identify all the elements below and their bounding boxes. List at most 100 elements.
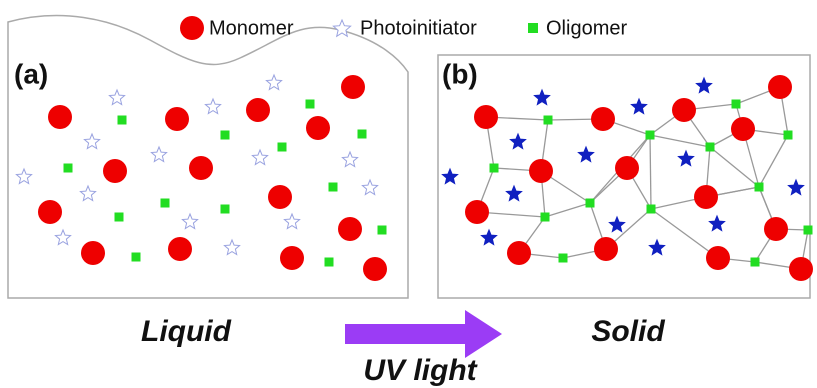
bond — [710, 147, 759, 187]
monomer — [306, 116, 330, 140]
panel-label: (a) — [14, 58, 48, 89]
arrow-label: UV light — [363, 354, 478, 387]
monomer — [706, 246, 730, 270]
photoinitiator — [362, 180, 377, 195]
monomer — [341, 75, 365, 99]
photoinitiator — [442, 169, 457, 184]
monomer — [768, 75, 792, 99]
monomer — [189, 156, 213, 180]
bond — [759, 135, 788, 187]
panel-label: (b) — [442, 58, 478, 89]
photoinitiator — [534, 90, 549, 105]
oligomer — [732, 100, 741, 109]
photoinitiator — [84, 134, 99, 149]
oligomer — [221, 131, 230, 140]
monomer — [246, 98, 270, 122]
oligomer — [706, 143, 715, 152]
oligomer — [358, 130, 367, 139]
state-label: Liquid — [141, 315, 232, 348]
photoinitiator — [342, 152, 357, 167]
photoinitiator — [631, 99, 646, 114]
oligomer — [544, 116, 553, 125]
oligomer — [325, 258, 334, 267]
legend-photoinitiator — [333, 20, 350, 36]
oligomer — [378, 226, 387, 235]
monomer — [694, 185, 718, 209]
oligomer — [541, 213, 550, 222]
monomer — [594, 237, 618, 261]
oligomer — [751, 258, 760, 267]
photoinitiator — [80, 186, 95, 201]
photoinitiator — [151, 147, 166, 162]
monomer — [38, 200, 62, 224]
photoinitiator — [609, 217, 624, 232]
oligomer — [221, 205, 230, 214]
oligomer — [586, 199, 595, 208]
photoinitiator — [205, 99, 220, 114]
monomer — [268, 185, 292, 209]
oligomer — [755, 183, 764, 192]
oligomer — [804, 226, 813, 235]
monomer — [529, 159, 553, 183]
monomer — [48, 105, 72, 129]
photoinitiator — [788, 180, 803, 195]
legend-label: Oligomer — [546, 17, 627, 39]
monomer — [168, 237, 192, 261]
photoinitiator — [284, 214, 299, 229]
photoinitiator — [224, 240, 239, 255]
uv-arrow — [345, 310, 502, 358]
monomer — [165, 107, 189, 131]
diagram: Monomer Photoinitiator Oligomer (a) (b) … — [0, 0, 817, 388]
monomer — [280, 246, 304, 270]
photoinitiator — [649, 240, 664, 255]
monomer — [591, 107, 615, 131]
oligomer — [647, 205, 656, 214]
bond — [650, 135, 710, 147]
photoinitiator — [182, 214, 197, 229]
monomer — [615, 156, 639, 180]
photoinitiator — [709, 216, 724, 231]
legend-label: Monomer — [209, 17, 294, 39]
photoinitiator — [506, 186, 521, 201]
photoinitiator — [16, 169, 31, 184]
bond — [545, 203, 590, 217]
oligomer — [161, 199, 170, 208]
photoinitiator — [578, 147, 593, 162]
monomer — [338, 217, 362, 241]
oligomer — [64, 164, 73, 173]
particles — [16, 75, 813, 281]
photoinitiator — [109, 90, 124, 105]
monomer — [764, 217, 788, 241]
legend-label: Photoinitiator — [360, 17, 477, 39]
photoinitiator — [678, 151, 693, 166]
monomer — [103, 159, 127, 183]
photoinitiator — [481, 230, 496, 245]
photoinitiator — [696, 78, 711, 93]
legend-monomer — [180, 16, 204, 40]
oligomer — [490, 164, 499, 173]
photoinitiator — [510, 134, 525, 149]
monomer — [507, 241, 531, 265]
network — [477, 87, 808, 269]
oligomer — [132, 253, 141, 262]
bond — [650, 135, 651, 209]
monomer — [672, 98, 696, 122]
legend-oligomer — [528, 23, 538, 33]
oligomer — [118, 116, 127, 125]
oligomer — [646, 131, 655, 140]
oligomer — [559, 254, 568, 263]
monomer — [363, 257, 387, 281]
oligomer — [278, 143, 287, 152]
state-label: Solid — [591, 315, 665, 348]
monomer — [81, 241, 105, 265]
photoinitiator — [266, 75, 281, 90]
oligomer — [115, 213, 124, 222]
oligomer — [329, 183, 338, 192]
photoinitiator — [252, 150, 267, 165]
monomer — [789, 257, 813, 281]
monomer — [474, 105, 498, 129]
oligomer — [784, 131, 793, 140]
oligomer — [306, 100, 315, 109]
monomer — [731, 117, 755, 141]
monomer — [465, 200, 489, 224]
